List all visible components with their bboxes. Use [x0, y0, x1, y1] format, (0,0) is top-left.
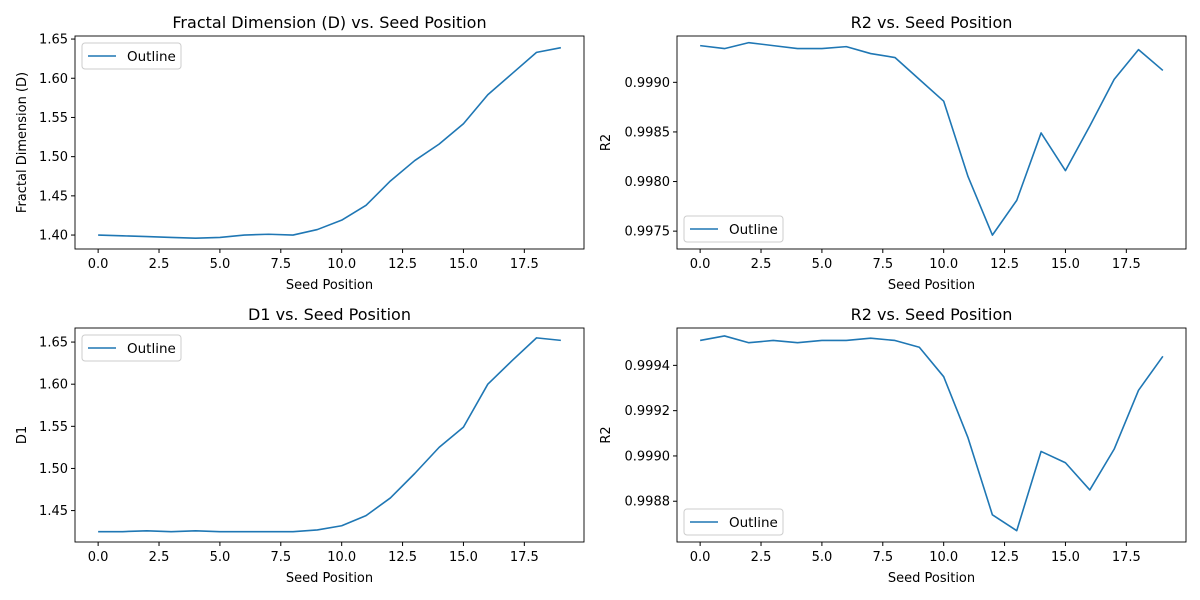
x-axis-label: Seed Position — [888, 571, 975, 586]
x-tick-label: 5.0 — [210, 550, 231, 565]
axes-frame — [676, 327, 1187, 543]
axes-frame — [676, 35, 1187, 250]
x-tick-label: 0.0 — [690, 550, 711, 565]
legend-label: Outline — [729, 515, 778, 531]
y-tick-label: 1.55 — [39, 111, 68, 126]
x-tick-label: 2.5 — [149, 550, 170, 565]
y-tick-label: 1.60 — [39, 378, 68, 393]
x-tick-label: 5.0 — [210, 257, 231, 272]
legend: Outline — [81, 42, 182, 70]
axes-frame — [74, 327, 585, 543]
y-tick-label: 0.9994 — [625, 359, 671, 374]
y-tick-label: 1.65 — [39, 33, 68, 48]
x-tick-label: 12.5 — [990, 257, 1019, 272]
subplot-3: D1 vs. Seed Position 0.0 2.5 5.0 7.5 10.0 12.5… — [15, 305, 585, 586]
x-tick-label: 2.5 — [751, 257, 772, 272]
x-tick-label: 12.5 — [388, 257, 417, 272]
x-axis-label: Seed Position — [286, 571, 373, 586]
x-tick-label: 0.0 — [88, 550, 109, 565]
x-axis-label: Seed Position — [286, 278, 373, 293]
legend: Outline — [683, 215, 784, 243]
series-line-outline — [699, 335, 1164, 532]
x-tick-label: 2.5 — [149, 257, 170, 272]
series-line-outline — [700, 41, 1164, 236]
x-tick-label: 17.5 — [510, 550, 539, 565]
legend-box — [683, 508, 784, 536]
x-tick-label: 12.5 — [388, 550, 417, 565]
legend-label: Outline — [729, 222, 778, 238]
x-tick-label: 5.0 — [812, 257, 833, 272]
y-tick-label: 1.40 — [39, 229, 68, 244]
y-tick-label: 1.50 — [39, 150, 68, 165]
x-tick-label: 10.0 — [929, 257, 958, 272]
y-tick-label: 1.60 — [39, 72, 68, 87]
legend-box — [81, 334, 182, 362]
y-tick-label: 1.50 — [39, 462, 68, 477]
legend-box — [81, 42, 182, 70]
y-tick-label: 0.9975 — [625, 225, 671, 240]
legend: Outline — [683, 508, 784, 536]
x-tick-label: 15.0 — [1051, 257, 1080, 272]
x-tick-label: 7.5 — [270, 257, 291, 272]
y-axis-label: Fractal Dimension (D) — [15, 72, 30, 213]
x-tick-label: 2.5 — [751, 550, 772, 565]
x-tick-label: 17.5 — [1112, 550, 1141, 565]
legend: Outline — [81, 334, 182, 362]
x-tick-label: 15.0 — [1051, 550, 1080, 565]
x-tick-label: 7.5 — [270, 550, 291, 565]
subplot-4: R2 vs. Seed Position 0.0 2.5 5.0 7.5 10.0 12.5… — [599, 305, 1187, 586]
x-tick-label: 15.0 — [449, 550, 478, 565]
y-tick-label: 0.9990 — [625, 76, 671, 91]
subplot-title: Fractal Dimension (D) vs. Seed Position — [172, 13, 486, 32]
x-tick-label: 10.0 — [327, 550, 356, 565]
subplot-title: D1 vs. Seed Position — [248, 305, 411, 324]
x-tick-label: 15.0 — [449, 257, 478, 272]
y-tick-label: 0.9990 — [625, 449, 671, 464]
y-tick-label: 1.45 — [39, 189, 68, 204]
series-line-outline — [98, 337, 561, 533]
y-tick-label: 0.9980 — [625, 175, 671, 190]
x-tick-label: 7.5 — [872, 550, 893, 565]
y-axis-label: R2 — [599, 134, 614, 151]
x-tick-label: 5.0 — [812, 550, 833, 565]
x-tick-label: 0.0 — [690, 257, 711, 272]
subplot-title: R2 vs. Seed Position — [851, 305, 1013, 324]
x-tick-label: 10.0 — [929, 550, 958, 565]
y-tick-label: 0.9988 — [625, 495, 671, 510]
x-tick-label: 10.0 — [327, 257, 356, 272]
legend-label: Outline — [127, 49, 176, 65]
y-tick-label: 0.9985 — [625, 125, 671, 140]
y-tick-label: 0.9992 — [625, 404, 671, 419]
x-tick-label: 7.5 — [872, 257, 893, 272]
x-tick-label: 0.0 — [88, 257, 109, 272]
x-axis-label: Seed Position — [888, 278, 975, 293]
legend-label: Outline — [127, 341, 176, 357]
y-tick-label: 1.65 — [39, 336, 68, 351]
x-tick-label: 17.5 — [1112, 257, 1141, 272]
series-line-outline — [98, 46, 562, 239]
x-tick-label: 17.5 — [510, 257, 539, 272]
legend-box — [683, 215, 784, 243]
subplot-2: R2 vs. Seed Position 0.0 2.5 5.0 7.5 10.0 12.5… — [599, 13, 1187, 293]
subplot-1: Fractal Dimension (D) vs. Seed Position 0… — [15, 13, 585, 293]
x-tick-label: 12.5 — [990, 550, 1019, 565]
y-tick-label: 1.55 — [39, 420, 68, 435]
subplot-title: R2 vs. Seed Position — [851, 13, 1013, 32]
y-axis-label: D1 — [15, 426, 30, 444]
axes-frame — [74, 35, 585, 250]
y-axis-label: R2 — [599, 426, 614, 443]
y-tick-label: 1.45 — [39, 504, 68, 519]
